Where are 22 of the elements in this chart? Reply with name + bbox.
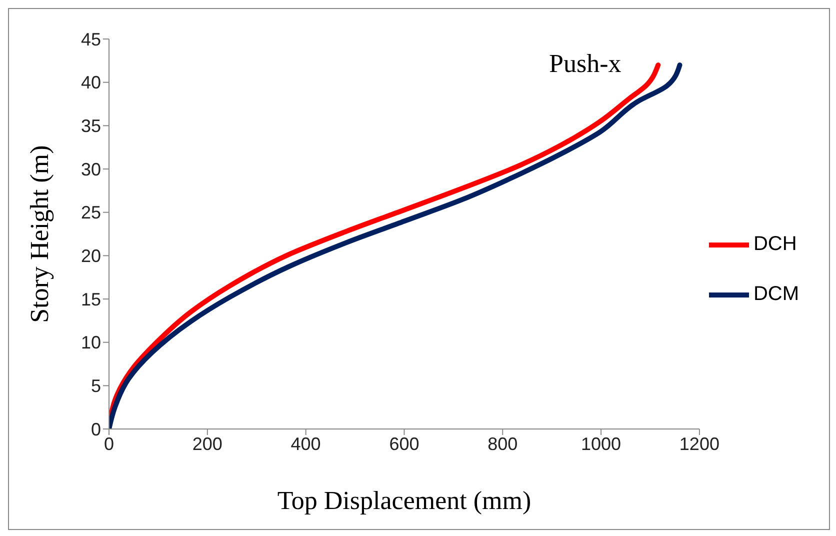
y-tick-label: 10 [80, 332, 101, 353]
y-tick-label: 45 [80, 29, 101, 50]
x-tick-label: 200 [192, 434, 222, 454]
y-tick-label: 30 [80, 159, 101, 180]
legend-label: DCM [753, 283, 799, 305]
y-tick-label: 0 [90, 419, 101, 440]
x-tick-label: 400 [290, 434, 321, 454]
annotation: Push-x [549, 49, 622, 79]
x-axis-title: Top Displacement (mm) [277, 486, 532, 515]
y-tick-label: 40 [80, 72, 101, 93]
x-tick-label: 800 [488, 434, 518, 454]
x-tick-label: 0 [104, 434, 114, 454]
y-tick-label: 25 [80, 202, 101, 223]
y-axis-title: Story Height (m) [25, 145, 54, 323]
x-tick-label: 1200 [679, 434, 720, 454]
legend-label: DCH [753, 233, 797, 255]
y-tick-label: 20 [80, 246, 101, 266]
y-tick-label: 35 [80, 116, 101, 136]
y-tick-label: 15 [80, 289, 101, 310]
x-tick-label: 600 [389, 434, 420, 454]
y-tick-label: 5 [90, 376, 101, 396]
x-tick-label: 1000 [581, 434, 622, 454]
